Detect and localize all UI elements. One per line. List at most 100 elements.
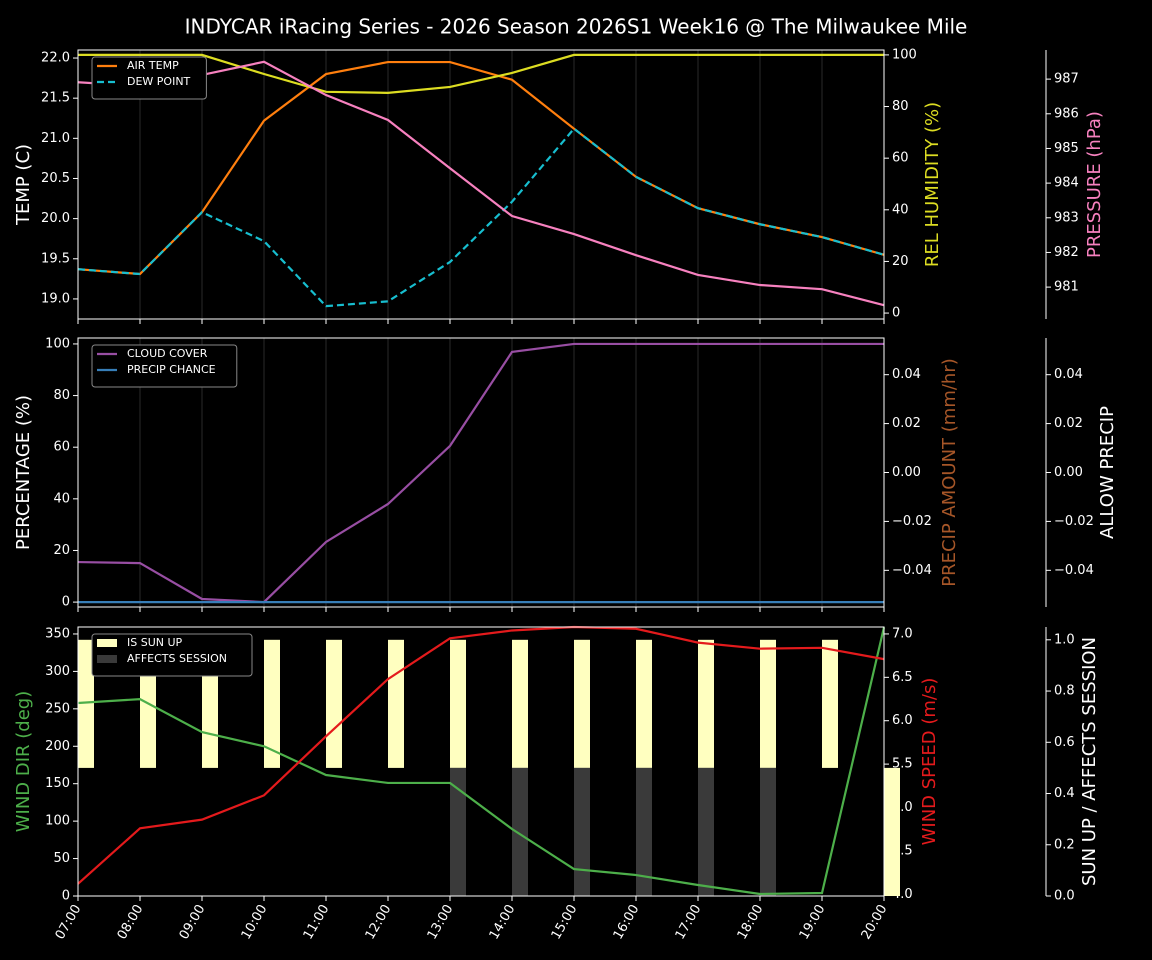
y3-tick-label: 0.4 [1054, 786, 1075, 801]
legend-label: DEW POINT [127, 75, 191, 88]
bar [264, 639, 280, 768]
bar [822, 639, 838, 768]
bar [760, 639, 776, 768]
bar [636, 767, 652, 896]
series-line [77, 127, 885, 308]
y-tick-label: 0 [62, 595, 70, 610]
y-tick-label: 20.0 [41, 211, 70, 226]
y3-tick-label: 0.2 [1054, 837, 1075, 852]
y2-tick-label: 100 [892, 47, 917, 62]
bar [450, 639, 466, 768]
y-tick-label: 80 [53, 388, 70, 403]
bar [760, 767, 776, 896]
y2-tick-label: 0.00 [892, 465, 921, 480]
legend-swatch [97, 655, 117, 663]
y-tick-label: 300 [45, 664, 70, 679]
axis-label: TEMP (C) [13, 144, 34, 226]
y-tick-label: 22.0 [41, 51, 70, 66]
chart-title: INDYCAR iRacing Series - 2026 Season 202… [185, 15, 968, 39]
y-tick-label: 200 [45, 739, 70, 754]
bar [512, 767, 528, 896]
y-tick-label: 21.5 [41, 91, 70, 106]
legend-box [91, 633, 253, 677]
legend-swatch [97, 639, 117, 647]
y-tick-label: 19.0 [41, 291, 70, 306]
y2-tick-label: 0.04 [892, 367, 921, 382]
bar [636, 639, 652, 768]
y-tick-label: 20.5 [41, 171, 70, 186]
y-tick-label: 250 [45, 701, 70, 716]
y3-tick-label: 0.00 [1054, 465, 1083, 480]
y-tick-label: 100 [45, 814, 70, 829]
y3-tick-label: −0.04 [1054, 563, 1094, 578]
y3-tick-label: 1.0 [1054, 632, 1075, 647]
y3-tick-label: 981 [1054, 280, 1079, 295]
legend-box [91, 56, 207, 100]
legend: AIR TEMP DEW POINT [91, 56, 207, 100]
plot-frame [77, 626, 885, 897]
axis-label: PRECIP AMOUNT (mm/hr) [939, 358, 960, 587]
y2-tick-label: −0.02 [892, 514, 932, 529]
y2-tick-label: 80 [892, 99, 909, 114]
y-tick-label: 0 [62, 889, 70, 904]
y-tick-label: 20 [53, 543, 70, 558]
series-line [77, 60, 885, 307]
axis-label: PRESSURE (hPa) [1084, 111, 1105, 258]
axis-label: SUN UP / AFFECTS SESSION [1079, 637, 1100, 886]
y-tick-label: 60 [53, 440, 70, 455]
y3-tick-label: 0.04 [1054, 367, 1083, 382]
y3-tick-label: 0.0 [1054, 889, 1075, 904]
y2-tick-label: 7.0 [892, 626, 913, 641]
series-line [77, 626, 886, 896]
legend-label: PRECIP CHANCE [127, 363, 216, 376]
y3-tick-label: 985 [1054, 141, 1079, 156]
bar [574, 639, 590, 768]
y3-tick-label: 0.6 [1054, 735, 1075, 750]
axis-label: REL HUMIDITY (%) [922, 102, 943, 267]
axis-label: WIND SPEED (m/s) [919, 678, 940, 846]
axis-label: PERCENTAGE (%) [13, 395, 34, 550]
bar [512, 639, 528, 768]
series-line [78, 53, 884, 94]
y3-tick-label: 984 [1054, 176, 1079, 191]
bar [574, 767, 590, 896]
legend: IS SUN UP AFFECTS SESSION [91, 633, 253, 677]
legend-label: AIR TEMP [127, 59, 179, 72]
plot-frame [77, 337, 885, 608]
y3-tick-label: 983 [1054, 210, 1079, 225]
legend-label: CLOUD COVER [127, 347, 208, 360]
y2-tick-label: 20 [892, 254, 909, 269]
y2-tick-label: 40 [892, 202, 909, 217]
plot-frame [77, 49, 885, 320]
y-tick-label: 19.5 [41, 251, 70, 266]
y3-tick-label: 0.8 [1054, 684, 1075, 699]
bar [698, 639, 714, 768]
bar [326, 639, 342, 768]
y-tick-label: 40 [53, 491, 70, 506]
legend-label: AFFECTS SESSION [127, 652, 227, 665]
y-tick-label: 21.0 [41, 131, 70, 146]
legend: CLOUD COVER PRECIP CHANCE [91, 344, 238, 388]
axis-label: ALLOW PRECIP [1097, 406, 1118, 539]
y-tick-label: 350 [45, 626, 70, 641]
y2-tick-label: 0 [892, 306, 900, 321]
bar [78, 639, 94, 768]
series-line [77, 625, 885, 885]
bar [698, 767, 714, 896]
y2-tick-label: 5.5 [892, 757, 913, 772]
y2-tick-label: −0.04 [892, 563, 932, 578]
y2-tick-label: 0.02 [892, 416, 921, 431]
y3-tick-label: 0.02 [1054, 416, 1083, 431]
legend-box [91, 344, 238, 388]
y-tick-label: 100 [45, 336, 70, 351]
bar [388, 639, 404, 768]
series-line [77, 342, 884, 604]
y3-tick-label: 986 [1054, 106, 1079, 121]
y3-tick-label: 987 [1054, 72, 1079, 87]
y2-tick-label: 6.5 [892, 670, 913, 685]
bar [884, 767, 900, 896]
y-tick-label: 150 [45, 776, 70, 791]
y3-tick-label: 982 [1054, 245, 1079, 260]
